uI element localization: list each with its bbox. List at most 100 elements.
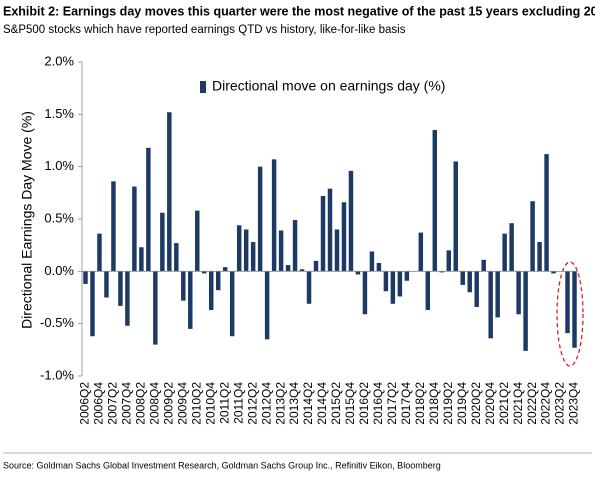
bar: [215, 271, 221, 291]
x-tick-label: 2019Q2: [441, 382, 455, 425]
x-tick-label: 2023Q2: [553, 382, 567, 425]
x-tick-label: 2018Q2: [413, 382, 427, 425]
x-tick-label: 2012Q2: [245, 382, 259, 425]
x-tick-label: 2006Q2: [78, 382, 92, 425]
y-tick-label: 1.5%: [44, 106, 74, 121]
bar: [446, 250, 451, 272]
x-tick-label: 2016Q2: [357, 382, 371, 425]
bar: [83, 271, 88, 284]
x-tick-label: 2021Q4: [511, 382, 525, 425]
x-tick-label: 2007Q2: [106, 382, 120, 425]
x-tick-label: 2014Q2: [301, 382, 315, 425]
y-tick-label: 0.0%: [44, 263, 74, 278]
bar: [425, 271, 431, 311]
bar: [439, 271, 445, 273]
y-axis-label: Directional Earnings Day Move (%): [19, 111, 35, 329]
bar: [362, 271, 368, 315]
bar: [397, 271, 403, 297]
bar: [181, 271, 186, 301]
bar: [195, 210, 200, 272]
bar: [537, 242, 542, 272]
bar: [383, 271, 389, 292]
bar: [572, 271, 577, 348]
x-tick-label: 2007Q4: [120, 382, 134, 425]
y-tick-label: 2.0%: [44, 53, 74, 68]
bar: [160, 212, 165, 272]
bar: [111, 181, 116, 272]
bar: [90, 271, 95, 337]
bar: [502, 233, 507, 272]
bar: [495, 271, 500, 318]
chart-title: Exhibit 2: Earnings day moves this quart…: [3, 4, 595, 18]
bar: [516, 271, 521, 315]
x-tick-label: 2015Q2: [329, 382, 343, 425]
bar: [509, 223, 514, 272]
bar: [523, 271, 528, 351]
bar: [229, 271, 235, 337]
bar: [236, 225, 242, 272]
bar: [313, 260, 319, 272]
bar: [460, 271, 465, 285]
x-tick-label: 2010Q4: [203, 382, 217, 425]
bar: [250, 242, 256, 272]
x-tick-label: 2011Q4: [231, 382, 245, 424]
bar: [369, 251, 375, 272]
highlight-ellipse: [556, 261, 584, 367]
bar: [376, 262, 382, 272]
x-tick-label: 2020Q2: [469, 382, 483, 425]
bar: [97, 233, 102, 272]
x-tick-label: 2010Q2: [189, 382, 203, 425]
bar: [202, 271, 207, 274]
bar: [222, 267, 228, 272]
bar: [320, 195, 326, 272]
x-tick-label: 2012Q4: [259, 382, 273, 425]
bar: [390, 271, 396, 304]
bar: [264, 271, 270, 340]
x-tick-label: 2023Q4: [567, 382, 581, 425]
bar: [118, 271, 123, 306]
legend-swatch: [200, 81, 206, 93]
x-tick-label: 2021Q2: [497, 382, 511, 425]
bar: [188, 271, 193, 329]
bar: [132, 186, 137, 272]
bar: [355, 271, 361, 275]
bar: [209, 271, 214, 311]
bar: [174, 243, 179, 272]
bar: [551, 271, 556, 274]
bar: [271, 159, 277, 272]
x-tick-label: 2017Q2: [385, 382, 399, 425]
bar: [139, 247, 144, 272]
bar: [257, 166, 263, 272]
x-tick-label: 2006Q4: [92, 382, 106, 425]
x-tick-label: 2016Q4: [371, 382, 385, 425]
bar: [334, 229, 340, 272]
x-tick-label: 2015Q4: [343, 382, 357, 425]
bar: [404, 271, 410, 281]
bar: [153, 271, 158, 345]
chart-subtitle: S&P500 stocks which have reported earnin…: [3, 24, 406, 36]
bar: [104, 271, 109, 298]
x-tick-label: 2008Q4: [148, 382, 162, 425]
bar: [125, 271, 130, 326]
bar: [292, 220, 298, 272]
bar: [167, 112, 172, 272]
x-tick-label: 2017Q4: [399, 382, 413, 425]
x-tick-label: 2022Q2: [525, 382, 539, 425]
bar: [474, 271, 479, 307]
x-tick-label: 2009Q4: [175, 382, 189, 425]
x-tick-label: 2009Q2: [161, 382, 175, 425]
bar: [488, 271, 493, 339]
bar: [341, 202, 347, 272]
bar: [481, 259, 486, 272]
bar: [327, 188, 333, 272]
bar: [146, 147, 151, 272]
y-tick-label: 0.5%: [44, 210, 74, 225]
bar: [278, 230, 284, 272]
y-tick-label: -0.5%: [40, 315, 74, 330]
legend-label: Directional move on earnings day (%): [212, 78, 445, 94]
bar: [565, 271, 570, 334]
bar: [432, 130, 438, 272]
x-tick-label: 2013Q4: [287, 382, 301, 425]
bar: [299, 269, 305, 272]
